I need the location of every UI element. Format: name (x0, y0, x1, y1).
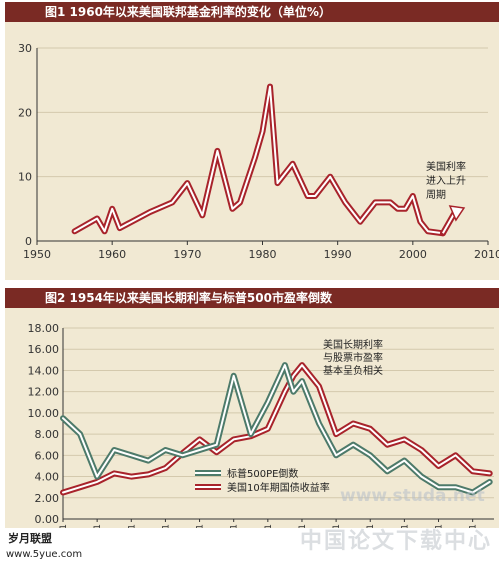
annotation-text: 基本呈负相关 (323, 364, 383, 377)
x-tick-label: 2000 (399, 248, 427, 261)
x-tick-label: 62-1 (127, 524, 137, 528)
y-tick-label: 16.00 (28, 343, 60, 356)
y-tick-label: 10.00 (28, 407, 60, 420)
footer-logo-text: 岁月联盟 (8, 532, 52, 545)
x-tick-label: 1970 (173, 248, 201, 261)
x-tick-label: 58-1 (93, 524, 103, 528)
rising-arrow-shaft-highlight (442, 213, 455, 234)
watermark-url: www.studa.net (340, 486, 485, 506)
chart-title-2: 图2 1954年以来美国长期利率与标普500市盈率倒数 (5, 288, 499, 308)
x-tick-label: 70-1 (196, 524, 206, 528)
y-tick-label: 2.00 (35, 492, 60, 505)
rising-arrow-head (448, 205, 466, 222)
chart-title-1: 图1 1960年以来美国联邦基金利率的变化（单位%） (5, 2, 499, 22)
legend-label: 标普500PE倒数 (227, 467, 298, 480)
y-tick-label: 6.00 (35, 449, 60, 462)
x-tick-label: 66-1 (161, 524, 171, 528)
annotation-text: 与股票市盈率 (323, 351, 383, 364)
annotation-text: 进入上升 (426, 175, 466, 187)
y-tick-label: 0 (25, 235, 32, 248)
x-tick-label: 74-1 (230, 524, 240, 528)
y-tick-label: 20 (18, 106, 32, 119)
rate-series-line-highlight (73, 85, 444, 235)
x-tick-label: 54-1 (59, 524, 69, 528)
legend-label: 美国10年期国债收益率 (227, 481, 330, 494)
chart-title-1-text: 图1 1960年以来美国联邦基金利率的变化（单位%） (45, 5, 331, 19)
y-tick-label: 8.00 (35, 428, 60, 441)
x-tick-label: 1990 (324, 248, 352, 261)
y-tick-label: 12.00 (28, 386, 60, 399)
footer-url-text: www.5yue.com (6, 549, 83, 560)
y-tick-label: 18.00 (28, 322, 60, 335)
x-tick-label: 1950 (23, 248, 51, 261)
y-tick-label: 10 (18, 171, 32, 184)
chart-panel-1: 图1 1960年以来美国联邦基金利率的变化（单位%） 0 10 20 30 1950 19… (5, 2, 502, 280)
chart-title-2-text: 图2 1954年以来美国长期利率与标普500市盈率倒数 (45, 291, 332, 305)
y-tick-label: 0.00 (35, 513, 60, 526)
x-tick-label: 78-1 (264, 524, 274, 528)
y-tick-label: 4.00 (35, 471, 60, 484)
plot-area-2: 0.00 2.00 4.00 6.00 8.00 10.00 12.00 14.00 16.00… (5, 308, 499, 544)
y-tick-label: 14.00 (28, 364, 60, 377)
chart-1-svg: 0 10 20 30 1950 1960 1970 1980 1990 2000 2010 美国利率进… (18, 42, 502, 261)
annotation-text: 美国利率 (426, 160, 466, 173)
chart-2-svg: 0.00 2.00 4.00 6.00 8.00 10.00 12.00 14.00 16.00… (28, 322, 494, 544)
annotation-text: 美国长期利率 (323, 338, 383, 351)
x-tick-label: 2010 (474, 248, 499, 261)
y-tick-label: 30 (18, 42, 32, 55)
plot-area-1: 0 10 20 30 1950 1960 1970 1980 1990 2000 2010 美国利率进… (5, 22, 502, 280)
x-tick-label: 1980 (249, 248, 277, 261)
watermark-site-name: 中国论文下载中心 (300, 529, 493, 554)
rate-series-line (71, 83, 446, 237)
pe-inverse-series-line-highlight (62, 364, 491, 494)
annotation-text: 周期 (426, 189, 446, 201)
chart-panel-2: 图2 1954年以来美国长期利率与标普500市盈率倒数 0.00 2.00 4.00… (5, 288, 499, 544)
x-tick-label: 1960 (98, 248, 126, 261)
treasury-yield-series-line-highlight (62, 364, 491, 494)
